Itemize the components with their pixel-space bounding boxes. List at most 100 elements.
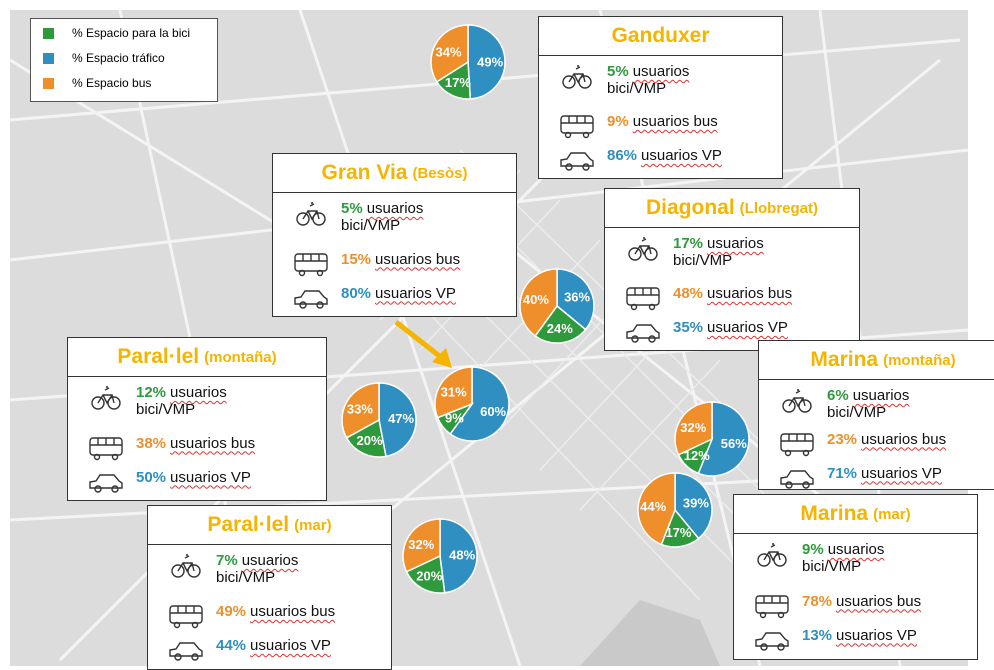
box-row: 5% usuarios bici/VMP: [559, 63, 689, 97]
row-pct: 71%: [827, 464, 858, 482]
row-pct: 86%: [607, 147, 638, 164]
bike-icon: [296, 202, 326, 226]
legend-swatch: [43, 27, 54, 39]
bus-icon: [89, 436, 123, 460]
row-text: 86% usuarios VP: [607, 147, 722, 164]
row-pct: 50%: [136, 468, 167, 486]
row-label: usuarios: [170, 384, 227, 401]
box-row: 9% usuarios bus: [559, 113, 718, 139]
pie-label: 44%: [640, 499, 666, 514]
pie-label: 24%: [547, 321, 573, 336]
info-box: Diagonal (Llobregat) 17% usuarios bici/VMP 48…: [604, 188, 860, 351]
box-title-text: Ganduxer: [611, 24, 710, 47]
info-box: Marina (montaña) 6% usuarios bici/VMP 23% usua…: [758, 340, 994, 490]
row-label-2: bici/VMP: [341, 217, 401, 234]
row-label: usuarios bus: [375, 250, 461, 268]
bike-icon: [91, 386, 121, 410]
row-text: 9% usuarios bici/VMP: [802, 541, 884, 575]
bike-icon: [171, 554, 201, 578]
row-label: usuarios: [366, 200, 424, 217]
row-label-2: bici/VMP: [216, 569, 276, 586]
row-text: 48% usuarios bus: [673, 285, 792, 302]
box-row: 6% usuarios bici/VMP: [779, 387, 909, 421]
row-label: usuarios VP: [707, 319, 788, 336]
row-text: 35% usuarios VP: [673, 319, 788, 336]
car-icon: [780, 469, 814, 489]
row-label: usuarios bus: [170, 434, 256, 452]
arrow-head: [432, 348, 452, 368]
info-box: Ganduxer 5% usuarios bici/VMP 9% usuarios bus…: [538, 16, 783, 179]
box-row: 7% usuarios bici/VMP: [168, 552, 298, 586]
box-row: 49% usuarios bus: [168, 603, 335, 629]
box-row: 44% usuarios VP: [168, 637, 331, 663]
row-pct: 9%: [607, 113, 629, 130]
pie-label: 12%: [684, 448, 710, 463]
legend-item: % Espacio para la bici: [43, 22, 217, 44]
box-title: Diagonal (Llobregat): [605, 189, 859, 228]
box-title-text: Paral·lel: [117, 345, 200, 368]
box-row: 12% usuarios bici/VMP: [88, 384, 227, 418]
pie-label: 40%: [523, 292, 549, 307]
box-title: Marina (mar): [734, 495, 977, 534]
box-row: 9% usuarios bici/VMP: [754, 541, 884, 575]
pie-label: 32%: [680, 420, 706, 435]
pie-slice: [697, 401, 750, 477]
box-title: Paral·lel (mar): [148, 506, 391, 545]
pie-label: 17%: [665, 525, 691, 540]
row-label: usuarios bus: [836, 592, 922, 610]
box-row: 48% usuarios bus: [625, 285, 792, 311]
row-label: usuarios VP: [170, 468, 251, 486]
pie-slice: [637, 472, 676, 546]
row-text: 17% usuarios bici/VMP: [673, 235, 764, 269]
row-label: usuarios VP: [375, 284, 456, 302]
row-text: 23% usuarios bus: [827, 431, 946, 448]
row-label: usuarios bus: [250, 603, 336, 620]
row-text: 44% usuarios VP: [216, 637, 331, 654]
row-label-2: bici/VMP: [607, 80, 667, 97]
row-pct: 44%: [216, 637, 247, 654]
row-text: 6% usuarios bici/VMP: [827, 387, 909, 421]
row-text: 78% usuarios bus: [802, 593, 921, 610]
pie-slice: [439, 518, 478, 594]
box-title-text: Diagonal: [645, 196, 735, 219]
row-text: 50% usuarios VP: [136, 469, 251, 486]
row-text: 5% usuarios bici/VMP: [607, 63, 689, 97]
box-row: 80% usuarios VP: [293, 285, 456, 311]
row-label: usuarios VP: [250, 637, 331, 654]
pie-slice: [434, 366, 473, 419]
row-pct: 7%: [216, 552, 238, 569]
row-label: usuarios: [707, 235, 764, 252]
pie-slice: [341, 382, 380, 439]
box-row: 50% usuarios VP: [88, 469, 251, 495]
row-pct: 17%: [673, 235, 704, 252]
legend-swatch: [43, 52, 54, 64]
pie-label: 20%: [357, 433, 383, 448]
row-label: usuarios VP: [641, 147, 722, 164]
row-text: 49% usuarios bus: [216, 603, 335, 620]
legend: % Espacio para la bici % Espacio tráfico%…: [30, 18, 218, 102]
pie-label: 60%: [480, 404, 506, 419]
row-pct: 49%: [216, 603, 247, 620]
pie-slice: [378, 382, 417, 458]
bus-icon: [626, 287, 660, 311]
box-title-text: Marina: [810, 348, 879, 371]
car-icon: [626, 324, 660, 343]
row-label-2: bici/VMP: [673, 252, 733, 269]
pie-label: 49%: [477, 54, 503, 69]
pie-label: 33%: [347, 402, 373, 417]
pie-slice: [674, 401, 713, 456]
pie-label: 31%: [441, 385, 467, 400]
row-text: 5% usuarios bici/VMP: [341, 200, 423, 234]
row-pct: 12%: [136, 384, 167, 401]
bike-icon: [562, 65, 592, 89]
pie-slice: [402, 518, 441, 573]
box-title: Gran Via (Besòs): [273, 154, 516, 193]
box-title: Marina (montaña): [759, 341, 994, 380]
pie-label: 39%: [683, 495, 709, 510]
box-title-text: Paral·lel: [207, 513, 290, 536]
row-text: 80% usuarios VP: [341, 285, 456, 302]
car-icon: [89, 473, 123, 493]
pie-slice: [449, 366, 510, 442]
box-subtitle: (Besòs): [412, 164, 468, 182]
row-label: usuarios: [852, 387, 910, 404]
